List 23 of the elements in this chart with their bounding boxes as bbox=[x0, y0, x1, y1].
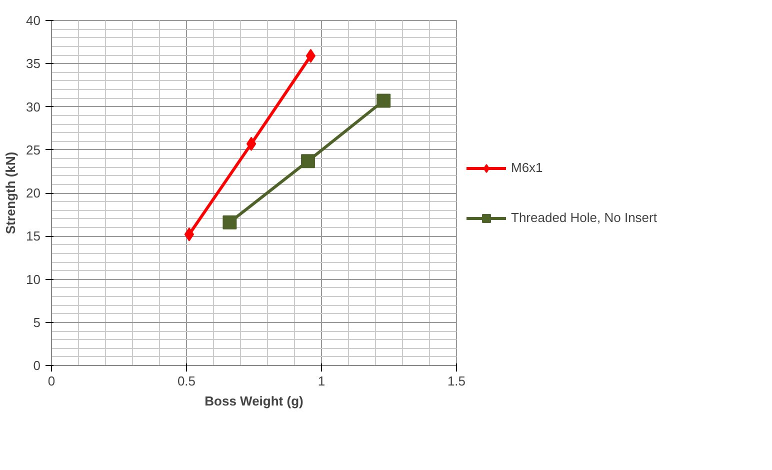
y-tick-label: 15 bbox=[26, 228, 41, 244]
y-tick-label: 0 bbox=[33, 358, 41, 373]
y-tick-label: 10 bbox=[26, 272, 41, 287]
point bbox=[306, 48, 316, 63]
legend-label: M6x1 bbox=[511, 160, 543, 175]
x-axis-title: Boss Weight (g) bbox=[204, 394, 304, 408]
point bbox=[301, 154, 315, 168]
x-tick-label: 0.5 bbox=[177, 374, 196, 388]
point bbox=[184, 227, 194, 242]
y-tick-label: 30 bbox=[26, 99, 41, 114]
point bbox=[376, 94, 391, 108]
y-tick-label: 20 bbox=[26, 186, 41, 200]
y-tick-label: 35 bbox=[26, 56, 41, 72]
x-tick-label: 0 bbox=[48, 374, 56, 388]
point bbox=[246, 136, 256, 151]
y-axis-title: Strength (kN) bbox=[3, 152, 18, 234]
x-tick-label: 1.5 bbox=[447, 374, 466, 388]
legend-label: Threaded Hole, No Insert bbox=[511, 210, 657, 225]
point bbox=[222, 215, 237, 230]
y-tick-label: 5 bbox=[33, 314, 41, 330]
y-tick-label: 40 bbox=[26, 13, 41, 28]
y-tick-label: 25 bbox=[26, 142, 41, 158]
x-tick-label: 1 bbox=[318, 374, 326, 388]
